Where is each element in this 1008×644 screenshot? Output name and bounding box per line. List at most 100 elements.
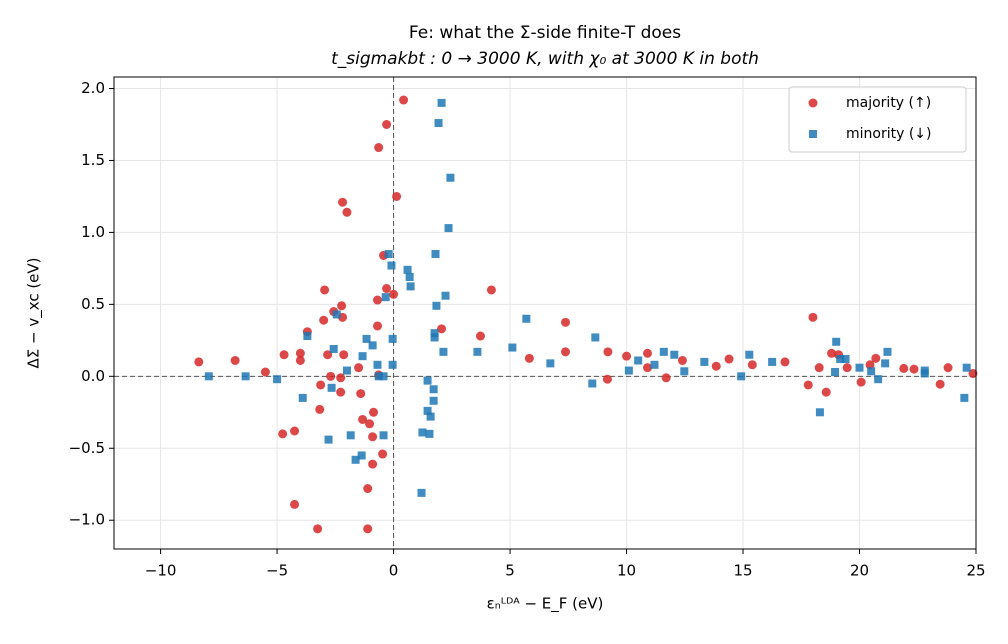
point <box>724 354 734 364</box>
point <box>315 404 325 414</box>
point <box>437 324 447 334</box>
point <box>831 368 840 376</box>
point <box>432 301 441 310</box>
point <box>381 293 390 302</box>
point <box>962 363 971 372</box>
point <box>591 333 600 342</box>
point <box>508 343 517 352</box>
point <box>883 347 892 356</box>
point <box>881 359 890 368</box>
point <box>677 355 687 365</box>
point <box>279 350 289 360</box>
point <box>295 348 305 358</box>
point <box>319 315 329 325</box>
point <box>358 414 368 424</box>
point <box>357 451 366 460</box>
chart-title: Fe: what the Σ-side finite-T does <box>409 23 681 43</box>
point <box>342 207 352 217</box>
point <box>278 429 288 439</box>
point <box>399 95 409 105</box>
point <box>909 364 919 374</box>
point <box>423 376 432 385</box>
point <box>624 366 633 375</box>
point <box>379 431 388 440</box>
point <box>374 143 384 153</box>
point <box>439 347 448 356</box>
point <box>643 348 653 358</box>
x-tick-label: 15 <box>733 562 752 580</box>
point <box>378 449 388 459</box>
x-tick-label: 0 <box>389 562 399 580</box>
point <box>780 357 790 367</box>
point <box>803 380 813 390</box>
point <box>327 383 336 392</box>
point <box>241 372 250 381</box>
point <box>316 380 326 390</box>
point <box>832 337 841 346</box>
legend: majority (↑) minority (↓) <box>788 86 967 153</box>
point <box>338 197 348 207</box>
point <box>403 265 412 274</box>
point <box>871 353 881 363</box>
y-tick-label: 0.5 <box>81 295 105 313</box>
point <box>388 360 397 369</box>
point <box>670 350 679 359</box>
point <box>768 357 777 366</box>
point <box>372 321 382 331</box>
point <box>194 357 204 367</box>
point <box>475 331 485 341</box>
point <box>434 119 443 128</box>
y-tick-label: −1.0 <box>69 511 105 529</box>
legend-label: majority (↑) <box>846 95 931 111</box>
point <box>821 387 831 397</box>
point <box>358 352 367 361</box>
x-tick-label: −5 <box>266 562 288 580</box>
point <box>874 375 883 384</box>
point <box>342 366 351 375</box>
point <box>372 295 382 305</box>
point <box>389 289 399 299</box>
point <box>446 173 455 182</box>
x-tick-label: 5 <box>505 562 515 580</box>
y-tick-label: 0.0 <box>81 367 105 385</box>
point <box>273 375 282 384</box>
point <box>329 344 338 353</box>
point <box>354 363 364 373</box>
point <box>336 373 346 383</box>
point <box>747 360 757 370</box>
point <box>429 385 438 394</box>
point <box>430 333 439 342</box>
point <box>661 373 671 383</box>
x-tick-label: −10 <box>145 562 177 580</box>
point <box>815 408 824 417</box>
point <box>298 393 307 402</box>
point <box>524 353 534 363</box>
point <box>382 119 392 129</box>
point <box>486 285 496 295</box>
plot-frame <box>113 76 977 550</box>
x-axis-label: εₙᴸᴰᴬ − E_F (eV) <box>487 595 604 614</box>
point <box>346 431 355 440</box>
legend-marker <box>809 130 817 138</box>
point <box>363 524 373 534</box>
point <box>935 379 945 389</box>
point <box>473 347 482 356</box>
point <box>429 396 438 405</box>
point <box>260 367 270 377</box>
point <box>423 406 432 415</box>
y-tick-label: −0.5 <box>69 439 105 457</box>
point <box>865 360 875 370</box>
chart-subtitle: t_sigmakbt : 0 → 3000 K, with χ₀ at 3000… <box>331 49 759 69</box>
point <box>369 407 379 417</box>
point <box>603 347 613 357</box>
point <box>737 372 746 381</box>
point <box>546 359 555 368</box>
point <box>444 224 453 233</box>
point <box>290 499 300 509</box>
y-axis-label: ΔΣ − v_xc (eV) <box>25 257 44 368</box>
point <box>418 428 427 437</box>
point <box>382 284 392 294</box>
point <box>561 347 571 357</box>
point <box>392 191 402 201</box>
point <box>374 372 383 381</box>
